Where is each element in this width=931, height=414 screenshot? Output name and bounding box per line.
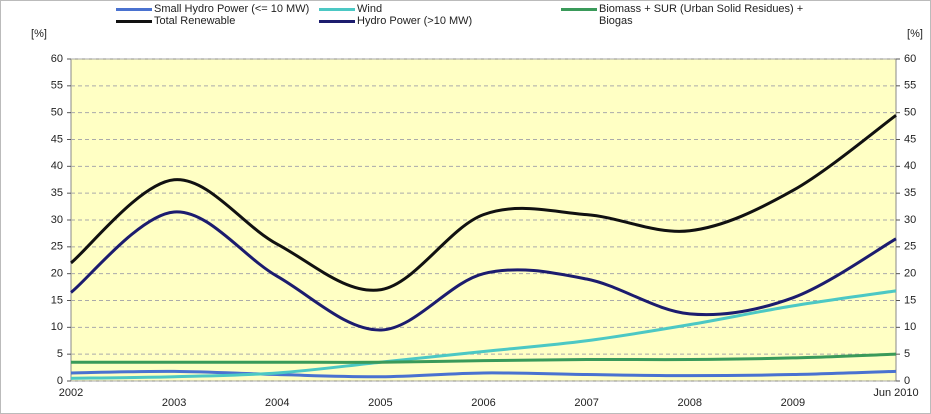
series-line	[70, 210, 897, 332]
legend-entry: Wind	[319, 3, 382, 15]
y-tick-label: 20	[51, 268, 63, 280]
y2-tick-label: 55	[904, 80, 916, 92]
y2-tick-label: 35	[904, 187, 916, 199]
legend-label: Biomass + SUR (Urban Solid Residues) + B…	[599, 3, 804, 27]
x-tick-label: 2004	[265, 397, 289, 409]
legend-swatch	[561, 8, 597, 11]
x-tick-label: 2007	[574, 397, 598, 409]
legend-swatch	[319, 20, 355, 23]
y-tick-label: 25	[51, 241, 63, 253]
legend-swatch	[319, 8, 355, 11]
y2-tick-label: 15	[904, 294, 916, 306]
y2-tick-label: 50	[904, 107, 916, 119]
series-line	[70, 369, 897, 379]
y2-tick-label: 45	[904, 133, 916, 145]
y-tick-label: 45	[51, 133, 63, 145]
y2-tick-label: 30	[904, 214, 916, 226]
y-tick-label: 5	[57, 348, 63, 360]
y2-tick-label: 5	[904, 348, 910, 360]
legend-entry: Hydro Power (>10 MW)	[319, 15, 472, 27]
legend-label: Total Renewable	[154, 15, 236, 27]
x-tick-label: Jun 2010	[873, 387, 918, 399]
x-tick-label: 2006	[471, 397, 495, 409]
legend-swatch	[116, 20, 152, 23]
y-tick-label: 10	[51, 321, 63, 333]
y2-tick-label: 0	[904, 375, 910, 387]
series-line	[70, 114, 897, 292]
x-tick-label: 2002	[59, 387, 83, 399]
y2-tick-label: 10	[904, 321, 916, 333]
legend-label: Wind	[357, 3, 383, 15]
x-tick-label: 2005	[368, 397, 392, 409]
legend-label: Hydro Power (>10 MW)	[357, 15, 473, 27]
y2-tick-label: 20	[904, 268, 916, 280]
legend-label: Small Hydro Power (<= 10 MW)	[154, 3, 310, 15]
y-tick-label: 40	[51, 160, 63, 172]
y-tick-label: 0	[57, 375, 63, 387]
y-tick-label: 50	[51, 107, 63, 119]
y2-tick-label: 40	[904, 160, 916, 172]
y2-tick-label: 60	[904, 53, 916, 65]
series-line	[70, 289, 897, 380]
legend-entry: Biomass + SUR (Urban Solid Residues) + B…	[561, 3, 819, 27]
legend-entry: Total Renewable	[116, 15, 235, 27]
x-tick-label: 2008	[678, 397, 702, 409]
legend-swatch	[116, 8, 152, 11]
y-tick-label: 35	[51, 187, 63, 199]
y-axis-label: [%]	[31, 28, 47, 40]
x-tick-label: 2003	[162, 397, 186, 409]
y-tick-label: 15	[51, 294, 63, 306]
y-tick-label: 60	[51, 53, 63, 65]
x-tick-label: 2009	[781, 397, 805, 409]
series-line	[71, 352, 897, 364]
y-tick-label: 55	[51, 80, 63, 92]
y2-axis-label: [%]	[907, 28, 923, 40]
y-tick-label: 30	[51, 214, 63, 226]
y2-tick-label: 25	[904, 241, 916, 253]
legend-entry: Small Hydro Power (<= 10 MW)	[116, 3, 309, 15]
